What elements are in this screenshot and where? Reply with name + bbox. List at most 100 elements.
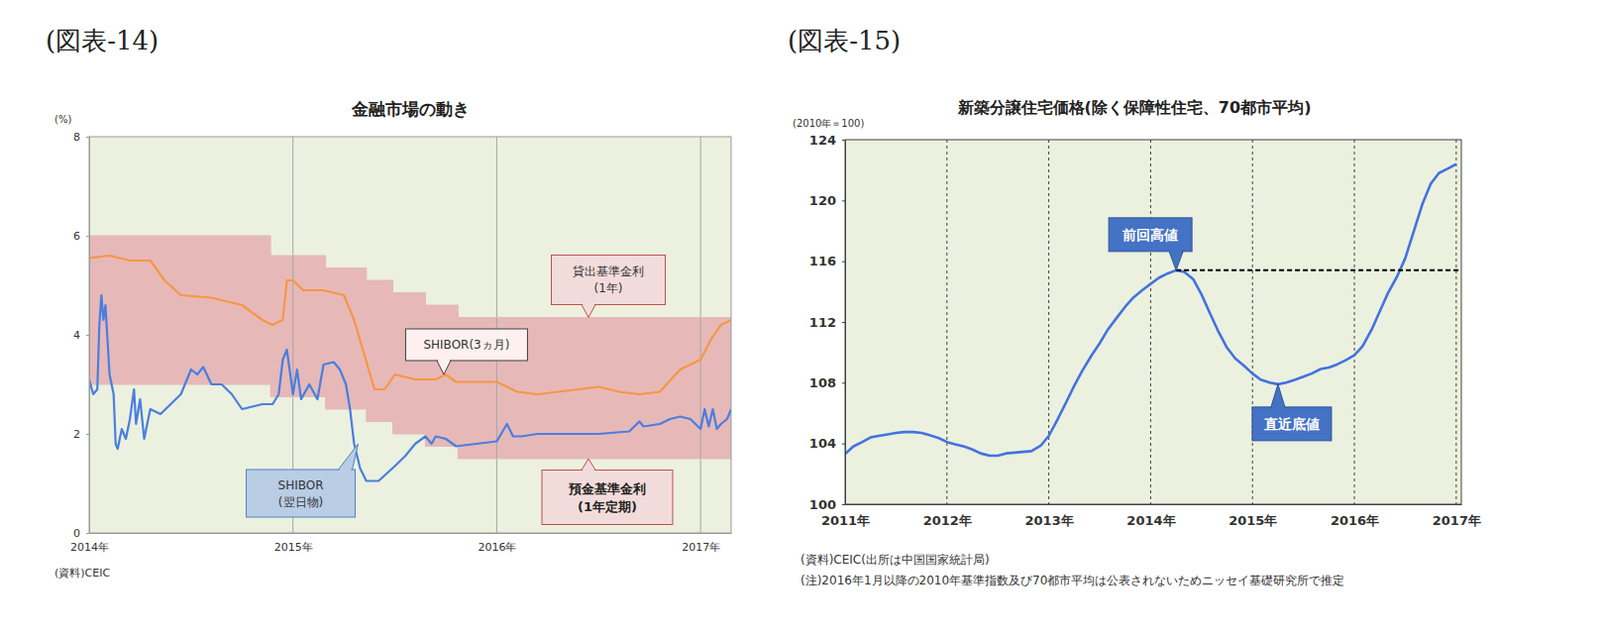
- callout: 貸出基準金利(1年): [551, 255, 666, 319]
- x-tick: 2013年: [1025, 504, 1074, 529]
- grid-line: [1150, 139, 1152, 505]
- grid-line: [845, 139, 847, 505]
- callout: 直近底値: [1252, 384, 1332, 441]
- x-tick-label: 2014年: [1126, 513, 1175, 529]
- chart: (図表-15) 新築分譲住宅価格(除く保障性住宅、70都市平均) 2011年 2012…: [787, 25, 1482, 588]
- series-line: [89, 295, 732, 482]
- x-tick: 2012年: [923, 504, 972, 529]
- x-tick-label: 2012年: [923, 513, 972, 529]
- callout-box: [246, 469, 356, 518]
- x-tick: 2015年: [274, 533, 314, 554]
- y-axis-line: [845, 140, 847, 506]
- y-tick-mark: [86, 334, 90, 336]
- x-tick-label: 2014年: [70, 540, 109, 554]
- y-tick-label: 2: [73, 427, 81, 441]
- callout-joint: [437, 359, 450, 363]
- reference-line: [1175, 269, 1462, 272]
- callout-box: [1252, 407, 1332, 441]
- chart: (図表-14)金融市場の動き2014年2015年2016年2017年02468貸…: [45, 25, 733, 580]
- grid-line: [700, 136, 702, 534]
- y-axis-unit: (%): [54, 113, 72, 125]
- grid-line: [89, 136, 91, 534]
- callout-text: (翌日物): [278, 495, 323, 510]
- y-tick-mark: [842, 139, 846, 141]
- chart-title: 新築分譲住宅価格(除く保障性住宅、70都市平均): [957, 98, 1312, 117]
- x-tick: 2015年: [1228, 504, 1278, 529]
- x-tick-label: 2016年: [477, 540, 517, 554]
- callout-text: (1年定期): [577, 499, 638, 515]
- y-tick-mark: [842, 321, 846, 323]
- y-tick: 112: [809, 315, 846, 330]
- x-axis-line: [90, 533, 733, 534]
- y-tick: 6: [73, 229, 90, 243]
- y-tick-label: 120: [809, 193, 837, 209]
- y-axis: 100 104 108 112 116 120 124: [809, 132, 847, 513]
- grid-line: [1048, 139, 1050, 505]
- callout-pointer: [338, 443, 359, 470]
- callout-text: 貸出基準金利: [572, 264, 644, 279]
- callout-pointer: [581, 305, 596, 319]
- grid-line: [1354, 139, 1356, 505]
- x-tick: 2016年: [477, 533, 517, 554]
- callout-box: [1108, 217, 1192, 252]
- callout-pointer: [1169, 251, 1183, 271]
- figure-label: (図表-15): [787, 25, 901, 56]
- callout-joint: [339, 468, 352, 472]
- y-axis: 0 2 4 6 8: [73, 130, 91, 540]
- y-tick-mark: [86, 136, 90, 138]
- callout-joint: [1272, 406, 1284, 410]
- y-tick: 2: [73, 427, 90, 441]
- y-tick: 4: [73, 328, 90, 342]
- callout-joint: [582, 303, 595, 307]
- plot-frame: [845, 139, 1462, 505]
- figure-label: (図表-14): [45, 25, 159, 56]
- step-line: [89, 384, 732, 459]
- source-note: (資料)CEIC(出所は中国国家統計局): [800, 552, 990, 567]
- y-tick: 124: [809, 132, 846, 148]
- callout: 預金基準金利(1年定期): [541, 458, 673, 526]
- y-tick-mark: [842, 200, 846, 202]
- callout-pointer: [1271, 384, 1285, 408]
- grid-line: [1252, 139, 1254, 505]
- series-line: [845, 164, 1457, 456]
- x-tick: 2017年: [681, 533, 721, 554]
- x-tick-label: 2016年: [1330, 513, 1380, 529]
- y-axis-line: [89, 137, 91, 534]
- source-note: (注)2016年1月以降の2010年基準指数及び70都市平均は公表されないためニ…: [800, 573, 1345, 588]
- callout-text: 直近底値: [1263, 416, 1320, 432]
- x-tick: 2016年: [1330, 504, 1380, 529]
- y-tick-mark: [86, 235, 90, 237]
- y-tick-label: 8: [73, 130, 81, 144]
- y-tick-mark: [842, 382, 846, 384]
- y-tick: 120: [809, 193, 846, 209]
- plot-background: [845, 139, 1462, 505]
- x-tick-label: 2015年: [274, 540, 314, 554]
- callout-joint: [582, 468, 595, 472]
- plot-background: [89, 136, 732, 534]
- callout: SHIBOR (翌日物): [246, 443, 359, 518]
- y-tick-label: 104: [809, 435, 837, 451]
- callout-joint: [1170, 250, 1182, 254]
- y-tick-label: 116: [809, 253, 837, 269]
- x-tick: 2014年: [1126, 504, 1175, 529]
- x-tick: 2017年: [1432, 504, 1482, 529]
- x-tick-label: 2017年: [1432, 513, 1482, 529]
- page: (図表-14)金融市場の動き2014年2015年2016年2017年02468貸…: [0, 0, 1600, 633]
- x-axis-line: [846, 504, 1463, 506]
- callout-text: 前回高値: [1121, 226, 1178, 243]
- callout-text: SHIBOR(3ヵ月): [423, 337, 510, 352]
- y-axis-unit: (2010年＝100): [792, 117, 864, 129]
- x-tick-label: 2017年: [681, 540, 721, 554]
- y-tick: 0: [73, 527, 90, 540]
- callout-box: [405, 328, 528, 361]
- y-tick-label: 100: [809, 497, 837, 513]
- y-tick-mark: [86, 433, 90, 435]
- figure: (図表-14)金融市場の動き2014年2015年2016年2017年02468貸…: [0, 0, 1600, 633]
- y-tick: 104: [809, 435, 846, 451]
- source-note: (資料)CEIC: [54, 566, 110, 580]
- x-axis: 2011年 2012年 2013年 2014年 2015年 2016年 2017年: [821, 504, 1482, 529]
- grid-line: [1455, 139, 1457, 505]
- y-tick: 108: [809, 375, 846, 391]
- callout-text: SHIBOR: [278, 478, 324, 493]
- x-tick-label: 2011年: [821, 513, 870, 529]
